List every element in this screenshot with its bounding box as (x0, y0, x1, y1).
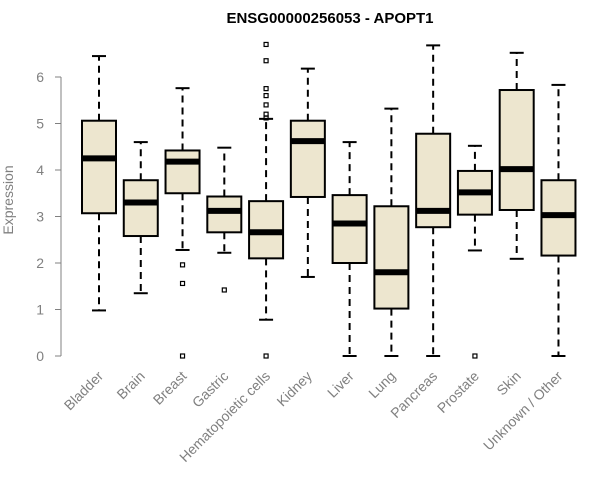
y-tick-label: 4 (36, 162, 44, 178)
x-tick-label: Lung (365, 368, 398, 401)
outlier-point (263, 353, 269, 359)
y-tick-label: 1 (36, 302, 44, 318)
y-tick-label: 3 (36, 209, 44, 225)
outlier-point (263, 115, 269, 121)
outlier-point (179, 353, 186, 359)
y-tick-label: 0 (36, 348, 44, 364)
x-tick-label: Liver (324, 368, 357, 401)
y-tick-label: 2 (36, 255, 44, 271)
y-tick-label: 5 (36, 116, 44, 132)
outlier-point (472, 353, 478, 359)
x-tick-label: Unknown / Other (480, 368, 566, 454)
box-liver (331, 141, 368, 357)
x-tick-label: Bladder (61, 368, 107, 414)
box-bladder (81, 55, 117, 312)
y-axis: 0 1 2 3 4 5 6 (36, 69, 62, 364)
box-kidney (289, 67, 326, 278)
box-brain (122, 141, 159, 295)
x-tick-label: Kidney (273, 368, 315, 410)
chart-title: ENSG00000256053 - APOPT1 (226, 10, 433, 27)
box-body (498, 89, 535, 211)
box-unknown-other (540, 83, 577, 357)
x-tick-label: Brain (113, 368, 147, 402)
box-body (373, 205, 410, 310)
outlier-point (263, 102, 269, 108)
x-tick-label: Breast (150, 368, 190, 408)
outlier-point (263, 58, 269, 64)
box-body (122, 179, 159, 238)
outlier-point (263, 92, 269, 99)
x-tick-label: Skin (493, 368, 524, 399)
box-gastric (206, 146, 243, 293)
box-body (289, 119, 326, 198)
outlier-point (221, 287, 227, 293)
outlier-point (179, 280, 186, 287)
box-lung (373, 107, 410, 357)
box-plot-series (81, 41, 577, 359)
box-pancreas (415, 44, 452, 357)
box-breast (164, 87, 201, 359)
y-axis-title: Expression (0, 165, 16, 234)
outlier-point (179, 262, 186, 268)
outlier-point (263, 86, 269, 92)
box-prostate (456, 144, 493, 359)
box-body (206, 195, 243, 234)
box-body (331, 194, 368, 264)
y-tick-label: 6 (36, 69, 44, 85)
box-hematopoietic-cells (248, 41, 285, 359)
box-body (164, 149, 201, 195)
box-body (81, 119, 117, 215)
box-skin (498, 51, 535, 260)
outlier-point (263, 41, 269, 48)
x-tick-label: Prostate (434, 368, 482, 416)
